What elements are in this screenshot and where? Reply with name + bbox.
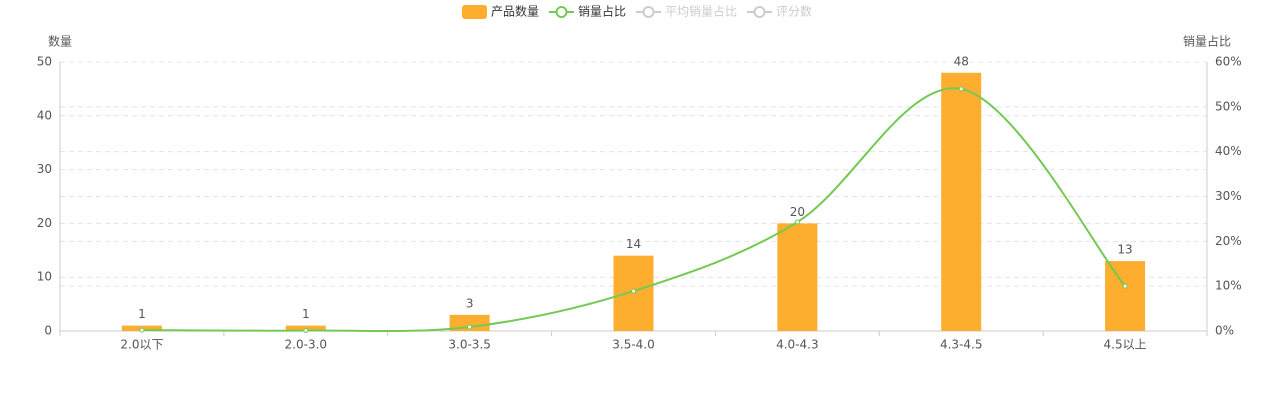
x-tick-label: 2.0以下 xyxy=(120,338,163,352)
line-point xyxy=(467,324,473,330)
y2-tick-label: 20% xyxy=(1215,234,1242,248)
x-tick-label: 2.0-3.0 xyxy=(285,338,328,352)
bar-value-label: 1 xyxy=(138,307,146,321)
y2-tick-label: 10% xyxy=(1215,279,1242,293)
bar-value-label: 20 xyxy=(790,205,805,219)
y2-tick-label: 30% xyxy=(1215,189,1242,203)
y-axis-title: 数量 xyxy=(48,34,72,49)
legend-label: 销量占比 xyxy=(578,4,626,19)
legend-label: 平均销量占比 xyxy=(665,4,737,19)
y-tick-label: 50 xyxy=(37,55,52,69)
x-tick-label: 4.0-4.3 xyxy=(776,338,819,352)
bar-value-label: 48 xyxy=(954,54,969,68)
bar-value-label: 13 xyxy=(1117,243,1132,257)
line-point xyxy=(303,328,309,334)
y2-tick-label: 40% xyxy=(1215,144,1242,158)
bar xyxy=(777,223,818,331)
y-tick-label: 10 xyxy=(37,270,52,284)
x-tick-label: 3.0-3.5 xyxy=(448,338,491,352)
bar-value-label: 14 xyxy=(626,237,641,251)
bar xyxy=(449,314,490,331)
y-tick-label: 20 xyxy=(37,216,52,230)
y2-tick-label: 0% xyxy=(1215,324,1234,338)
line-point xyxy=(631,288,636,294)
y-tick-label: 0 xyxy=(44,324,52,338)
legend-swatch xyxy=(753,6,766,18)
x-tick-label: 3.5-4.0 xyxy=(612,338,655,352)
legend-label: 评分数 xyxy=(776,4,812,19)
x-tick-label: 4.5以上 xyxy=(1104,338,1147,352)
legend-swatch xyxy=(642,6,655,18)
bar xyxy=(941,72,982,331)
x-tick-label: 4.3-4.5 xyxy=(940,338,983,352)
line xyxy=(141,87,1126,333)
line-point xyxy=(1122,283,1128,289)
legend-swatch xyxy=(555,6,568,18)
legend-label: 产品数量 xyxy=(491,4,539,19)
legend-swatch xyxy=(462,5,487,19)
line-point xyxy=(958,86,964,92)
bar xyxy=(1105,261,1146,331)
y-tick-label: 40 xyxy=(37,108,52,122)
y2-axis-title: 销量占比 xyxy=(1183,34,1231,49)
y2-tick-label: 50% xyxy=(1215,99,1242,113)
y-tick-label: 30 xyxy=(37,162,52,176)
line-point xyxy=(139,327,145,333)
line-point xyxy=(794,219,800,225)
bar-value-label: 3 xyxy=(466,296,474,310)
bar-value-label: 1 xyxy=(302,307,310,321)
y2-tick-label: 60% xyxy=(1215,55,1242,69)
